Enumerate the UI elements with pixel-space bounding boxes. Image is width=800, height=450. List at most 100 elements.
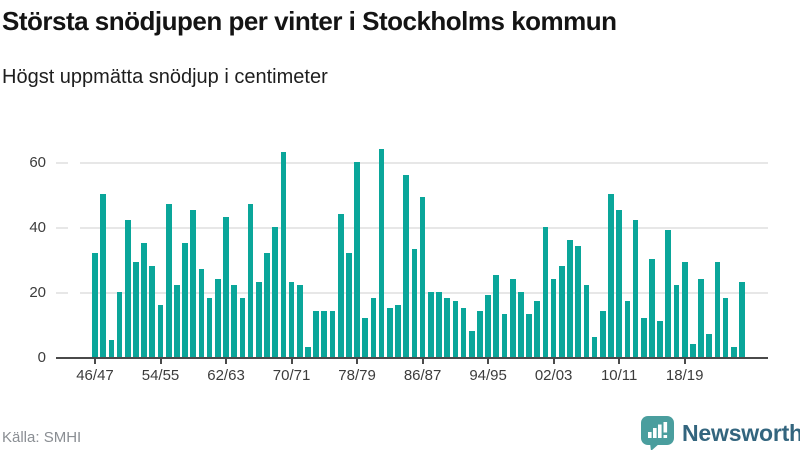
newsworthy-speech-bubble-icon bbox=[641, 416, 674, 450]
bar-18/19 bbox=[681, 262, 688, 357]
x-tick-mark bbox=[159, 358, 162, 364]
bar-51/52 bbox=[133, 262, 139, 357]
bar-85/86 bbox=[411, 249, 418, 357]
y-tick-label: 40 bbox=[29, 218, 46, 236]
bar-78/79 bbox=[354, 161, 360, 357]
bar-66/67 bbox=[255, 281, 262, 357]
bar-49/50 bbox=[116, 291, 123, 357]
bar-15/16 bbox=[657, 320, 663, 357]
x-tick-mark bbox=[683, 358, 686, 364]
x-tick-mark bbox=[618, 358, 621, 364]
bar-59/60 bbox=[198, 268, 205, 357]
bar-87/88 bbox=[427, 291, 434, 357]
bar-77/78 bbox=[346, 252, 352, 357]
x-tick-mark bbox=[421, 358, 424, 364]
bar-19/20 bbox=[690, 343, 696, 357]
bar-79/80 bbox=[362, 317, 369, 357]
bar-25/26 bbox=[739, 281, 745, 357]
bar-07/08 bbox=[591, 337, 598, 357]
bar-94/95 bbox=[485, 294, 491, 357]
y-tick-label: 0 bbox=[37, 348, 46, 366]
bar-70/71 bbox=[288, 281, 295, 357]
x-tick-label: 18/19 bbox=[665, 367, 704, 384]
y-gridline bbox=[80, 161, 768, 164]
bar-84/85 bbox=[403, 174, 410, 357]
bar-01/02 bbox=[542, 226, 549, 357]
bar-93/94 bbox=[477, 311, 483, 357]
y-tick-label: 20 bbox=[29, 283, 46, 301]
bar-65/66 bbox=[247, 203, 254, 357]
bar-90/91 bbox=[452, 301, 459, 357]
bar-62/63 bbox=[223, 216, 229, 357]
bar-24/25 bbox=[730, 346, 737, 357]
bar-16/17 bbox=[665, 229, 672, 357]
bar-82/83 bbox=[386, 307, 393, 357]
brand-name: Newsworthy bbox=[682, 420, 800, 446]
bar-14/15 bbox=[649, 259, 655, 357]
bar-92/93 bbox=[468, 330, 475, 357]
bar-57/58 bbox=[182, 242, 188, 357]
bar-10/11 bbox=[616, 210, 622, 357]
x-tick-label: 70/71 bbox=[272, 367, 311, 384]
bar-61/62 bbox=[215, 278, 221, 357]
chart-title: Största snödjupen per vinter i Stockholm… bbox=[2, 6, 617, 36]
x-tick-label: 86/87 bbox=[403, 367, 442, 384]
bar-52/53 bbox=[141, 242, 147, 357]
bar-86/87 bbox=[419, 197, 426, 357]
bar-11/12 bbox=[624, 301, 631, 357]
bar-04/05 bbox=[567, 239, 573, 357]
bar-64/65 bbox=[239, 298, 246, 357]
x-tick-mark bbox=[94, 358, 96, 364]
bar-74/75 bbox=[321, 311, 328, 357]
bar-06/07 bbox=[583, 285, 590, 357]
bar-97/98 bbox=[509, 278, 516, 357]
x-tick-label: 02/03 bbox=[534, 367, 573, 384]
x-tick-mark bbox=[225, 358, 228, 364]
bar-20/21 bbox=[698, 278, 704, 357]
y-tick-mark bbox=[56, 161, 68, 164]
bar-55/56 bbox=[165, 203, 172, 357]
newsworthy-logo: Newsworthy bbox=[639, 413, 800, 450]
bar-09/10 bbox=[608, 194, 614, 357]
bar-53/54 bbox=[149, 265, 156, 357]
chart-subtitle: Högst uppmätta snödjup i centimeter bbox=[2, 66, 328, 88]
bar-91/92 bbox=[460, 307, 467, 357]
x-tick-label: 62/63 bbox=[207, 367, 245, 384]
y-tick-mark bbox=[56, 226, 68, 229]
bar-63/64 bbox=[231, 285, 238, 357]
bar-68/69 bbox=[272, 226, 279, 357]
y-tick-label: 60 bbox=[29, 153, 46, 171]
bar-99/00 bbox=[526, 314, 532, 357]
bar-54/55 bbox=[157, 304, 164, 357]
x-tick-mark bbox=[290, 358, 293, 364]
bar-81/82 bbox=[378, 148, 385, 357]
x-tick-mark bbox=[356, 358, 359, 364]
x-tick-label: 46/47 bbox=[76, 367, 114, 384]
bar-05/06 bbox=[575, 246, 582, 357]
bar-98/99 bbox=[518, 291, 524, 357]
plot-area: 0 20 40 60 46/47 54/55 62/63 70/71 78/79 86/87 94/… bbox=[0, 138, 800, 384]
bar-69/70 bbox=[280, 151, 287, 357]
source-note: Källa: SMHI bbox=[2, 429, 82, 446]
bar-17/18 bbox=[673, 285, 680, 357]
x-tick-label: 78/79 bbox=[338, 367, 376, 384]
snow-depth-bar-chart: 0 20 40 60 46/47 54/55 62/63 70/71 78/79 86/87 94/… bbox=[0, 138, 800, 398]
x-tick-label: 10/11 bbox=[600, 367, 638, 384]
bar-50/51 bbox=[124, 220, 131, 357]
bar-12/13 bbox=[632, 220, 639, 357]
bar-03/04 bbox=[558, 265, 565, 357]
bar-88/89 bbox=[436, 291, 442, 357]
bar-80/81 bbox=[370, 298, 377, 357]
bar-13/14 bbox=[640, 317, 647, 357]
bar-08/09 bbox=[599, 311, 606, 357]
bar-48/49 bbox=[108, 340, 115, 357]
bar-22/23 bbox=[714, 262, 721, 357]
bar-56/57 bbox=[174, 285, 180, 357]
bar-76/77 bbox=[337, 213, 344, 357]
bar-00/01 bbox=[534, 301, 541, 357]
x-axis-line bbox=[56, 356, 768, 359]
bar-95/96 bbox=[493, 275, 500, 357]
bar-72/73 bbox=[305, 346, 311, 357]
x-tick-label: 54/55 bbox=[141, 367, 180, 384]
